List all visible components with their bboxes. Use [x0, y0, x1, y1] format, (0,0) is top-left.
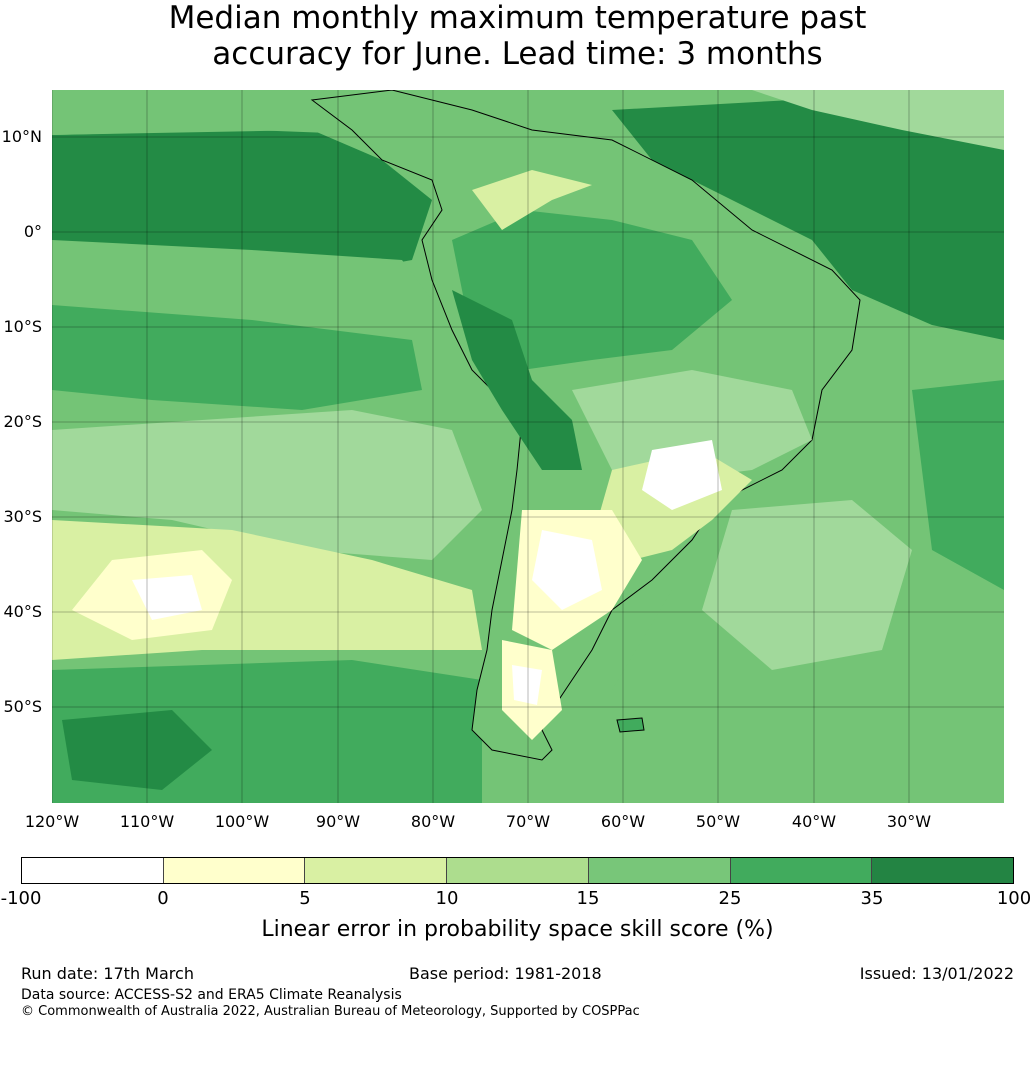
la-plata-white: [642, 440, 722, 510]
colorbar-tick: -100: [0, 888, 42, 909]
lon-label-40w: 40°W: [791, 812, 837, 831]
colorbar-tick: 5: [299, 888, 311, 909]
lon-label-30w: 30°W: [886, 812, 932, 831]
ocean-south-dark: [62, 710, 212, 790]
colorbar-tick: 10: [435, 888, 459, 909]
colorbar-label: Linear error in probability space skill …: [261, 917, 774, 942]
colorbar-tick: 15: [576, 888, 600, 909]
lon-label-100w: 100°W: [214, 812, 270, 831]
pampas-white: [532, 530, 602, 610]
colorbar-bin-6: [730, 858, 873, 883]
lon-label-80w: 80°W: [410, 812, 456, 831]
lat-label-30s: 30°S: [3, 507, 42, 526]
lon-label-90w: 90°W: [315, 812, 361, 831]
ocean-atlantic-dark: [912, 380, 1004, 590]
copyright: © Commonwealth of Australia 2022, Austra…: [21, 1004, 640, 1019]
ocean-north-dark-east: [612, 100, 1004, 340]
colorbar-tick: 25: [718, 888, 742, 909]
andes-dark: [452, 290, 582, 470]
lat-label-40s: 40°S: [3, 602, 42, 621]
lat-label-50s: 50°S: [3, 697, 42, 716]
graticule: [52, 90, 1004, 803]
title-line-1: Median monthly maximum temperature past: [168, 0, 867, 36]
issued-date: Issued: 13/01/2022: [859, 964, 1014, 983]
colorbar-bin-5: [588, 858, 731, 883]
colorbar-tick: 100: [996, 888, 1032, 909]
colorbar-tick: 35: [860, 888, 884, 909]
lat-label-0: 0°: [23, 222, 42, 241]
lon-label-50w: 50°W: [695, 812, 741, 831]
ocean-southeast-pacific: [52, 410, 482, 560]
lon-label-120w: 120°W: [24, 812, 80, 831]
run-date: Run date: 17th March: [21, 964, 194, 983]
lon-label-110w: 110°W: [119, 812, 175, 831]
lat-label-20s: 20°S: [3, 412, 42, 431]
ocean-top-right: [752, 90, 1004, 150]
title-line-2: accuracy for June. Lead time: 3 months: [212, 36, 823, 72]
lat-label-10s: 10°S: [3, 317, 42, 336]
ocean-mid-dark: [52, 305, 422, 410]
lon-label-70w: 70°W: [505, 812, 551, 831]
colorbar-bin-1: [22, 858, 164, 883]
colorbar-bin-4: [447, 858, 589, 883]
colorbar-bin-7: [872, 858, 1014, 883]
skill-score-map: [52, 90, 1004, 803]
lon-label-60w: 60°W: [600, 812, 646, 831]
lat-label-10n: 10°N: [1, 127, 42, 146]
ocean-equatorial-band: [52, 240, 432, 320]
northern-light-arc: [472, 170, 592, 230]
central-light: [572, 370, 812, 480]
patagonia-white: [512, 665, 542, 705]
colorbar: [21, 857, 1014, 884]
falklands: [616, 717, 645, 733]
ocean-atlantic-light: [702, 500, 912, 670]
amazon-dark: [452, 210, 732, 370]
colorbar-bin-3: [305, 858, 448, 883]
colorbar-bin-2: [163, 858, 306, 883]
chart-title: Median monthly maximum temperature past …: [0, 0, 1035, 72]
ocean-white-core: [132, 575, 202, 620]
colorbar-tick: 0: [157, 888, 169, 909]
base-period: Base period: 1981-2018: [409, 964, 602, 983]
data-source: Data source: ACCESS-S2 and ERA5 Climate …: [21, 987, 402, 1003]
